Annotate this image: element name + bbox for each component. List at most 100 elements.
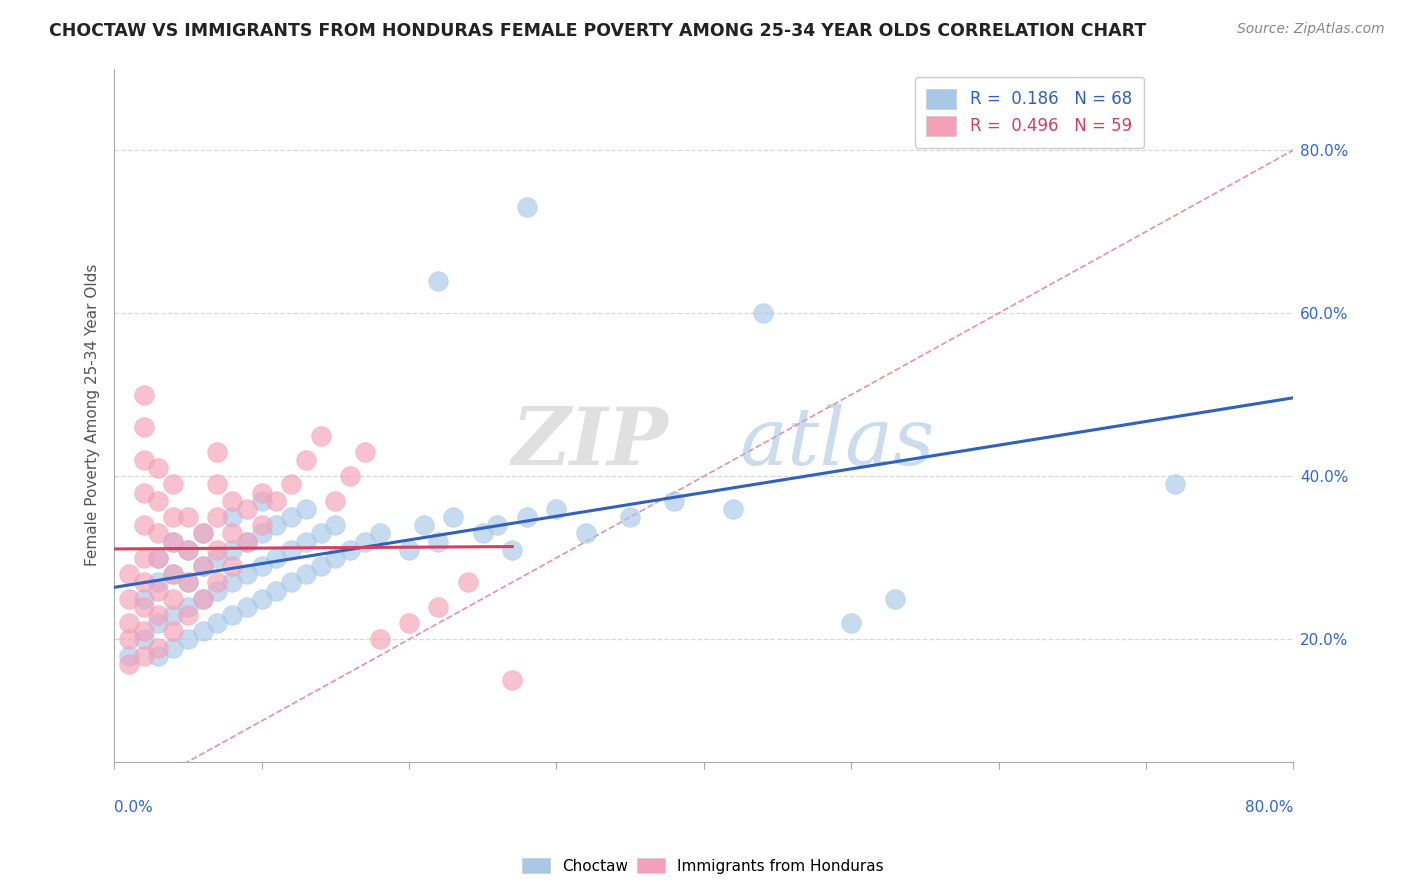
Point (132, 550, 155, 565)
Point (162, 607, 184, 622)
Point (207, 477, 229, 491)
Point (398, 616, 420, 631)
Point (295, 453, 318, 467)
Point (619, 510, 641, 524)
Point (177, 542, 200, 557)
Point (236, 567, 259, 582)
Point (339, 469, 361, 483)
Point (221, 607, 243, 622)
Point (132, 591, 155, 606)
Point (162, 591, 184, 606)
Point (118, 567, 141, 582)
Point (236, 534, 259, 549)
Point (1164, 477, 1187, 491)
Text: ZIP: ZIP (512, 404, 668, 482)
Point (148, 550, 170, 565)
Point (295, 534, 318, 549)
Point (177, 607, 200, 622)
Point (884, 591, 907, 606)
Point (162, 534, 184, 549)
Point (309, 559, 332, 574)
Point (839, 616, 862, 631)
Point (412, 518, 434, 533)
Point (207, 445, 229, 459)
Point (191, 591, 214, 606)
Point (132, 453, 155, 467)
Point (191, 526, 214, 541)
Point (250, 559, 273, 574)
Point (132, 388, 155, 402)
Point (207, 510, 229, 524)
Point (295, 502, 318, 516)
Point (723, 502, 745, 516)
Point (162, 534, 184, 549)
Point (266, 583, 288, 598)
Point (236, 502, 259, 516)
Y-axis label: Female Poverty Among 25-34 Year Olds: Female Poverty Among 25-34 Year Olds (86, 264, 100, 566)
Point (441, 510, 464, 524)
Point (132, 599, 155, 614)
Point (191, 559, 214, 574)
Point (177, 575, 200, 590)
Point (575, 526, 598, 541)
Point (191, 624, 214, 639)
Point (162, 567, 184, 582)
Point (148, 607, 170, 622)
Text: 80.0%: 80.0% (1244, 800, 1294, 815)
Point (162, 640, 184, 655)
Point (250, 485, 273, 500)
Point (148, 575, 170, 590)
Point (751, 306, 773, 320)
Point (339, 542, 361, 557)
Point (250, 591, 273, 606)
Point (664, 493, 686, 508)
Point (368, 632, 391, 647)
Point (148, 640, 170, 655)
Point (353, 445, 375, 459)
Point (427, 274, 450, 288)
Point (398, 542, 420, 557)
Point (162, 510, 184, 524)
Point (191, 526, 214, 541)
Point (250, 518, 273, 533)
Point (118, 648, 141, 663)
Point (177, 510, 200, 524)
Point (501, 673, 523, 688)
Point (486, 518, 509, 533)
Point (457, 575, 479, 590)
Point (546, 502, 568, 516)
Point (280, 477, 302, 491)
Point (323, 550, 346, 565)
Point (191, 559, 214, 574)
Point (148, 583, 170, 598)
Point (132, 518, 155, 533)
Point (250, 526, 273, 541)
Point (148, 493, 170, 508)
Text: Source: ZipAtlas.com: Source: ZipAtlas.com (1237, 22, 1385, 37)
Point (162, 567, 184, 582)
Point (295, 567, 318, 582)
Point (207, 550, 229, 565)
Point (132, 575, 155, 590)
Point (221, 510, 243, 524)
Point (148, 461, 170, 475)
Point (148, 550, 170, 565)
Point (427, 534, 450, 549)
Point (266, 550, 288, 565)
Point (132, 648, 155, 663)
Point (207, 583, 229, 598)
Point (427, 599, 450, 614)
Point (148, 648, 170, 663)
Point (177, 632, 200, 647)
Point (118, 591, 141, 606)
Legend: Choctaw, Immigrants from Honduras: Choctaw, Immigrants from Honduras (516, 852, 890, 880)
Point (148, 616, 170, 631)
Point (221, 542, 243, 557)
Point (221, 493, 243, 508)
Point (132, 420, 155, 434)
Point (471, 526, 494, 541)
Point (118, 616, 141, 631)
Point (207, 575, 229, 590)
Point (221, 559, 243, 574)
Point (266, 493, 288, 508)
